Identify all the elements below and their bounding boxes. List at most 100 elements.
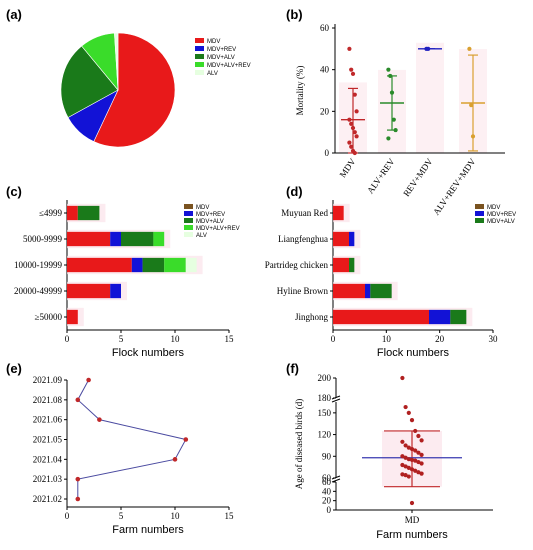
y-axis-label: Mortality (%) [295,66,305,116]
y-tick-label: 120 [318,430,332,440]
data-point [409,417,415,423]
bar-segment-mdv [67,309,78,325]
x-tick-label: ALV+REV+MDV [431,156,478,217]
data-point [406,410,411,415]
data-point [419,452,424,457]
x-tick-label: 5 [119,334,124,344]
bar-segment-mdv-rev [110,283,121,299]
x-tick-label: 0 [65,334,70,344]
pie-slice-mdv-alv [60,45,119,118]
legend-label: MDV+ALV+REV [196,226,240,232]
data-point [400,454,405,459]
data-point [416,433,421,439]
data-point [470,134,476,139]
x-tick-label: 10 [382,334,392,344]
y-tick-label: 2021.08 [33,395,63,405]
x-tick-label: ALV+REV [365,156,397,196]
data-point [347,117,352,122]
y-tick-label: 20 [322,496,332,506]
bar-segment-mdv-rev [349,231,355,247]
data-point [347,46,352,51]
y-tick-label: 60 [320,23,330,33]
legend-swatch [195,38,204,43]
data-point [352,130,357,135]
data-point [403,455,408,460]
data-point [172,457,178,462]
x-tick-label: MD [405,515,420,525]
bar-segment-mdv-rev [365,283,371,299]
legend-label: MDV [487,205,500,211]
data-point [349,144,354,149]
bar-segment-mdv [333,257,349,273]
legend-label: MDV+ALV [207,55,235,61]
data-point [400,375,405,381]
x-tick-label: 20 [435,334,445,344]
axis-break [331,398,341,403]
x-tick-label: 15 [225,511,235,521]
legend-label: MDV+REV [487,212,516,218]
data-point [403,443,408,448]
panel-b-scatter: 0 20 40 60 Mortality (%) MDV ALV+REV REV+MDVALV… [295,23,505,217]
y-tick-label: 20 [320,106,330,116]
panel-d-bar: 0 10 20 30 Flock numbers Muyuan Red Liangfengh… [265,200,516,359]
data-point [386,136,391,141]
x-axis-label: Farm numbers [376,529,448,541]
data-point [413,448,418,453]
panel-label-d: (d) [286,184,303,199]
y-tick-label: 10000-19999 [14,260,62,270]
x-tick-label: 5 [119,511,124,521]
legend-label: ALV [207,71,218,77]
data-point [426,46,431,51]
panel-label-b: (b) [286,7,303,22]
legend-swatch [475,204,484,209]
legend-swatch [184,204,193,209]
data-point [406,474,411,479]
y-tick-label: 0 [327,505,332,515]
bar-segment-mdv-alv-rev [153,231,165,247]
data-point [403,473,408,478]
y-tick-label: Liangfenghua [278,234,328,244]
bar-segment-mdv-rev [110,231,121,247]
data-point [403,464,408,469]
bar-segment-mdv-alv [349,257,355,273]
axis-break [331,395,341,400]
data-point [75,476,81,482]
x-tick-label: 0 [331,334,336,344]
panel-label-c: (c) [6,184,22,199]
legend-label: MDV+ALV+REV [207,63,251,69]
legend-swatch [195,46,204,51]
data-point [393,127,398,133]
bar-segment-mdv-alv [450,309,467,325]
data-point [409,457,415,463]
legend-swatch [475,211,484,216]
bar-segment-mdv-alv [142,257,165,273]
y-tick-label: 180 [318,393,332,403]
y-tick-label: 2021.04 [33,454,63,464]
data-point [413,468,418,473]
data-point [419,438,424,443]
x-tick-label: REV+MDV [401,156,435,198]
y-tick-label: 90 [322,451,332,461]
x-axis-label: Flock numbers [112,347,185,359]
data-point [403,404,408,410]
data-point [416,450,421,455]
data-point [350,71,356,76]
data-point [409,500,415,506]
y-tick-label: 2021.05 [33,435,63,445]
y-tick-label: 0 [325,148,330,158]
data-point [406,465,411,470]
bar-segment-mdv-rev [131,257,143,273]
data-point [409,467,415,472]
y-tick-label: 2021.02 [33,494,62,504]
pie-slice-mdv [93,32,176,148]
data-point [419,471,424,476]
data-point [469,102,474,108]
legend-label: MDV+REV [196,212,225,218]
x-tick-label: 10 [171,511,181,521]
data-point [413,428,418,434]
data-point [416,470,421,475]
x-axis-label: Flock numbers [377,347,450,359]
panel-a-pie: MDV MDV+REV MDV+ALV MDV+ALV+REV ALV [60,32,251,148]
y-tick-label: 5000-9999 [23,234,62,244]
